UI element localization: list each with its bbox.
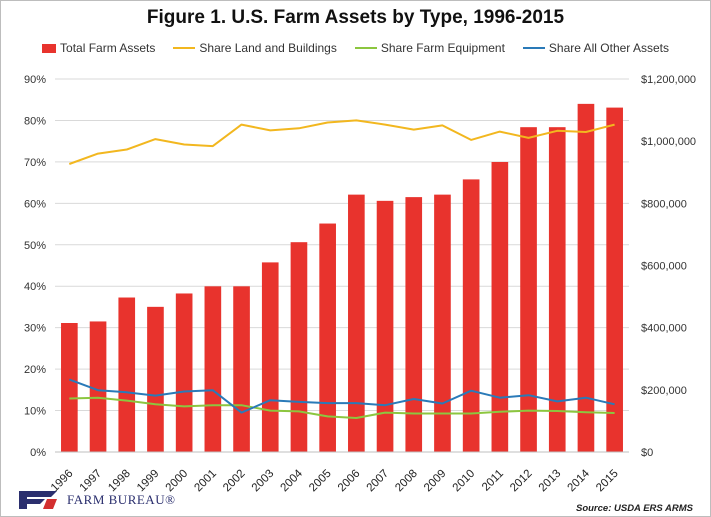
y-right-tick-label: $200,000: [641, 385, 687, 397]
line-share-all-other-assets: [68, 378, 615, 414]
x-tick-label: 2001: [192, 468, 219, 495]
y-right-tick-label: $0: [641, 447, 653, 459]
y-left-tick-label: 70%: [24, 157, 46, 169]
legend-item-share-farm-equipment: Share Farm Equipment: [354, 41, 505, 55]
line-share-farm-equipment: [69, 396, 615, 419]
bar-total-farm-assets: [462, 179, 480, 452]
bar-total-farm-assets: [405, 197, 423, 452]
x-tick-label: 2011: [480, 468, 506, 494]
farm-bureau-wordmark: FARM BUREAU®: [67, 492, 176, 507]
legend-item-share-all-other-assets: Share All Other Assets: [522, 41, 669, 55]
legend-swatch-share-farm-equipment: [354, 47, 377, 49]
bar-total-farm-assets: [319, 223, 336, 452]
bar-total-farm-assets: [520, 127, 537, 452]
bar-total-farm-assets: [261, 262, 279, 452]
x-tick-label: 2013: [537, 468, 564, 495]
x-tick-label: 2004: [278, 467, 305, 494]
x-tick-label: 2009: [422, 468, 449, 495]
y-left-tick-label: 40%: [24, 281, 46, 293]
x-tick-label: 2010: [451, 468, 478, 495]
x-tick-label: 2007: [365, 468, 392, 495]
bar-total-farm-assets: [204, 286, 222, 452]
source-note: Source: USDA ERS ARMS: [575, 503, 693, 514]
x-tick-label: 2006: [336, 468, 363, 495]
bar-total-farm-assets: [61, 323, 78, 452]
x-tick-label: 2012: [508, 468, 535, 495]
legend-label-share-all-other-assets: Share All Other Assets: [548, 41, 669, 55]
bar-total-farm-assets: [348, 194, 365, 452]
bar-total-farm-assets: [89, 321, 107, 452]
x-tick-label: 2008: [393, 468, 420, 495]
bar-total-farm-assets: [118, 297, 136, 452]
y-left-tick-label: 90%: [24, 74, 46, 86]
x-tick-label: 2005: [307, 468, 334, 495]
bar-total-farm-assets: [290, 242, 308, 452]
bar-total-farm-assets: [376, 200, 394, 452]
bar-total-farm-assets: [491, 161, 509, 452]
y-left-tick-label: 80%: [24, 115, 46, 127]
x-tick-label: 2003: [250, 468, 277, 495]
bar-total-farm-assets: [434, 194, 451, 452]
chart-title: Figure 1. U.S. Farm Assets by Type, 1996…: [146, 7, 565, 28]
x-tick-label: 2015: [594, 468, 621, 495]
y-right-tick-label: $1,000,000: [641, 136, 696, 148]
farm-bureau-logo: FARM BUREAU®: [17, 489, 175, 511]
x-tick-label: 2014: [565, 467, 592, 494]
y-right-tick-label: $600,000: [641, 261, 687, 273]
line-share-land-and-buildings: [68, 119, 615, 165]
y-left-tick-label: 20%: [24, 364, 46, 376]
bar-total-farm-assets: [175, 293, 193, 452]
farm-bureau-emblem-icon: [19, 491, 57, 509]
y-left-tick-label: 30%: [24, 323, 46, 335]
legend-swatch-total-farm-assets: [42, 43, 57, 53]
y-left-tick-label: 0%: [30, 447, 46, 459]
legend-item-total-farm-assets: Total Farm Assets: [42, 41, 155, 55]
legend-label-total-farm-assets: Total Farm Assets: [60, 41, 156, 55]
y-right-tick-label: $400,000: [641, 323, 687, 335]
y-right-tick-label: $800,000: [641, 198, 687, 210]
x-tick-label: 2002: [221, 468, 248, 495]
y-left-tick-label: 50%: [24, 240, 46, 252]
y-right-tick-label: $1,200,000: [641, 74, 696, 86]
chart-legend: Total Farm Assets Share Land and Buildin…: [0, 41, 711, 55]
legend-label-share-farm-equipment: Share Farm Equipment: [380, 41, 505, 55]
legend-label-share-land-buildings: Share Land and Buildings: [199, 41, 337, 55]
y-left-tick-label: 10%: [24, 406, 46, 418]
legend-item-share-land-buildings: Share Land and Buildings: [173, 41, 337, 55]
bar-total-farm-assets: [147, 306, 164, 452]
bar-total-farm-assets: [577, 103, 595, 452]
legend-swatch-share-land-buildings: [173, 47, 196, 49]
legend-swatch-share-all-other-assets: [522, 47, 545, 49]
y-left-tick-label: 60%: [24, 198, 46, 210]
bar-total-farm-assets: [548, 127, 566, 452]
bar-total-farm-assets: [606, 107, 623, 452]
bar-total-farm-assets: [233, 286, 250, 452]
